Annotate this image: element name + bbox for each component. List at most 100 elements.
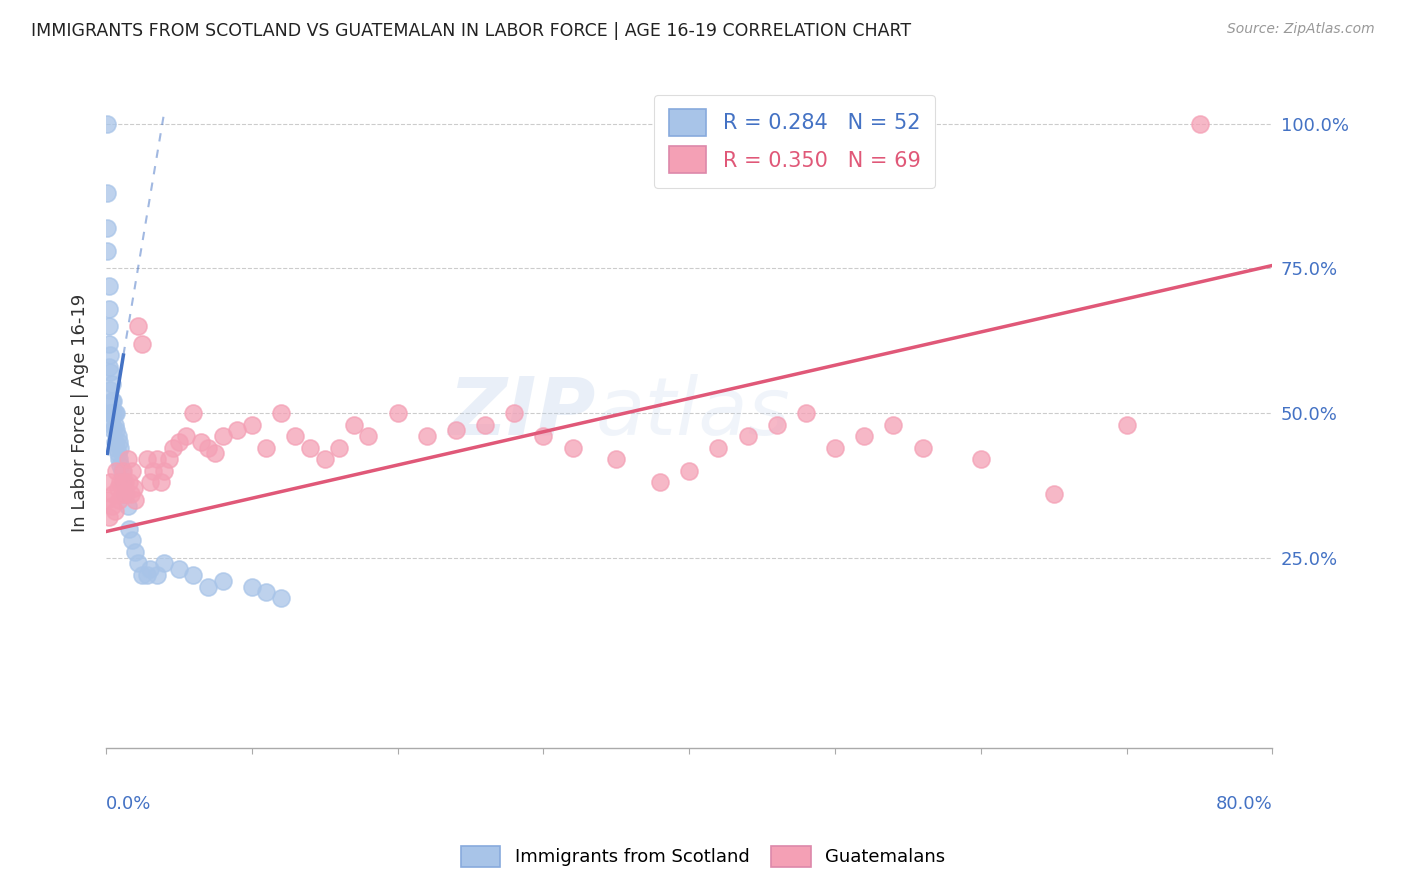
- Point: [121, 533, 143, 548]
- Text: IMMIGRANTS FROM SCOTLAND VS GUATEMALAN IN LABOR FORCE | AGE 16-19 CORRELATION CH: IMMIGRANTS FROM SCOTLAND VS GUATEMALAN I…: [31, 22, 911, 40]
- Point: [142, 464, 165, 478]
- Point: [254, 585, 277, 599]
- Point: [197, 580, 219, 594]
- Point: [299, 441, 322, 455]
- Point: [135, 452, 157, 467]
- Point: [127, 319, 149, 334]
- Point: [110, 458, 132, 472]
- Point: [1115, 417, 1137, 432]
- Point: [765, 417, 787, 432]
- Point: [197, 441, 219, 455]
- Point: [103, 487, 125, 501]
- Point: [104, 504, 127, 518]
- Point: [226, 423, 249, 437]
- Point: [1188, 117, 1211, 131]
- Point: [124, 492, 146, 507]
- Point: [114, 475, 136, 490]
- Point: [103, 423, 125, 437]
- Point: [107, 446, 129, 460]
- Legend: R = 0.284   N = 52, R = 0.350   N = 69: R = 0.284 N = 52, R = 0.350 N = 69: [654, 95, 935, 187]
- Point: [100, 394, 122, 409]
- Point: [117, 499, 139, 513]
- Point: [167, 434, 190, 449]
- Point: [120, 487, 142, 501]
- Point: [284, 429, 307, 443]
- Point: [127, 557, 149, 571]
- Point: [167, 562, 190, 576]
- Point: [153, 464, 176, 478]
- Point: [135, 568, 157, 582]
- Point: [100, 499, 122, 513]
- Point: [97, 359, 120, 374]
- Legend: Immigrants from Scotland, Guatemalans: Immigrants from Scotland, Guatemalans: [453, 838, 953, 874]
- Point: [104, 434, 127, 449]
- Point: [108, 492, 131, 507]
- Text: atlas: atlas: [596, 374, 790, 452]
- Point: [190, 434, 212, 449]
- Point: [114, 487, 136, 501]
- Point: [105, 441, 128, 455]
- Point: [98, 406, 121, 420]
- Point: [561, 441, 583, 455]
- Point: [254, 441, 277, 455]
- Point: [204, 446, 226, 460]
- Point: [328, 441, 350, 455]
- Point: [707, 441, 730, 455]
- Point: [314, 452, 336, 467]
- Point: [100, 377, 122, 392]
- Point: [911, 441, 934, 455]
- Point: [107, 429, 129, 443]
- Point: [153, 557, 176, 571]
- Point: [146, 568, 169, 582]
- Point: [824, 441, 846, 455]
- Point: [605, 452, 627, 467]
- Point: [131, 568, 153, 582]
- Point: [105, 406, 128, 420]
- Point: [240, 580, 263, 594]
- Point: [97, 510, 120, 524]
- Point: [138, 562, 160, 576]
- Point: [415, 429, 437, 443]
- Point: [444, 423, 467, 437]
- Point: [104, 406, 127, 420]
- Point: [103, 406, 125, 420]
- Point: [105, 464, 128, 478]
- Point: [531, 429, 554, 443]
- Point: [211, 574, 233, 588]
- Point: [96, 186, 118, 201]
- Point: [97, 301, 120, 316]
- Point: [183, 406, 205, 420]
- Point: [882, 417, 904, 432]
- Point: [110, 475, 132, 490]
- Point: [104, 417, 127, 432]
- Y-axis label: In Labor Force | Age 16-19: In Labor Force | Age 16-19: [72, 293, 89, 533]
- Point: [111, 487, 134, 501]
- Point: [100, 417, 122, 432]
- Point: [98, 366, 121, 380]
- Point: [474, 417, 496, 432]
- Point: [103, 394, 125, 409]
- Point: [270, 591, 292, 605]
- Point: [97, 319, 120, 334]
- Point: [131, 336, 153, 351]
- Point: [118, 475, 141, 490]
- Point: [1042, 487, 1064, 501]
- Point: [970, 452, 993, 467]
- Point: [111, 464, 134, 478]
- Point: [737, 429, 759, 443]
- Point: [183, 568, 205, 582]
- Point: [270, 406, 292, 420]
- Point: [97, 336, 120, 351]
- Point: [96, 244, 118, 258]
- Point: [853, 429, 876, 443]
- Point: [97, 278, 120, 293]
- Point: [122, 481, 145, 495]
- Text: 80.0%: 80.0%: [1216, 796, 1272, 814]
- Text: Source: ZipAtlas.com: Source: ZipAtlas.com: [1227, 22, 1375, 37]
- Point: [105, 423, 128, 437]
- Text: ZIP: ZIP: [449, 374, 596, 452]
- Point: [108, 452, 131, 467]
- Point: [96, 492, 118, 507]
- Point: [121, 464, 143, 478]
- Point: [387, 406, 409, 420]
